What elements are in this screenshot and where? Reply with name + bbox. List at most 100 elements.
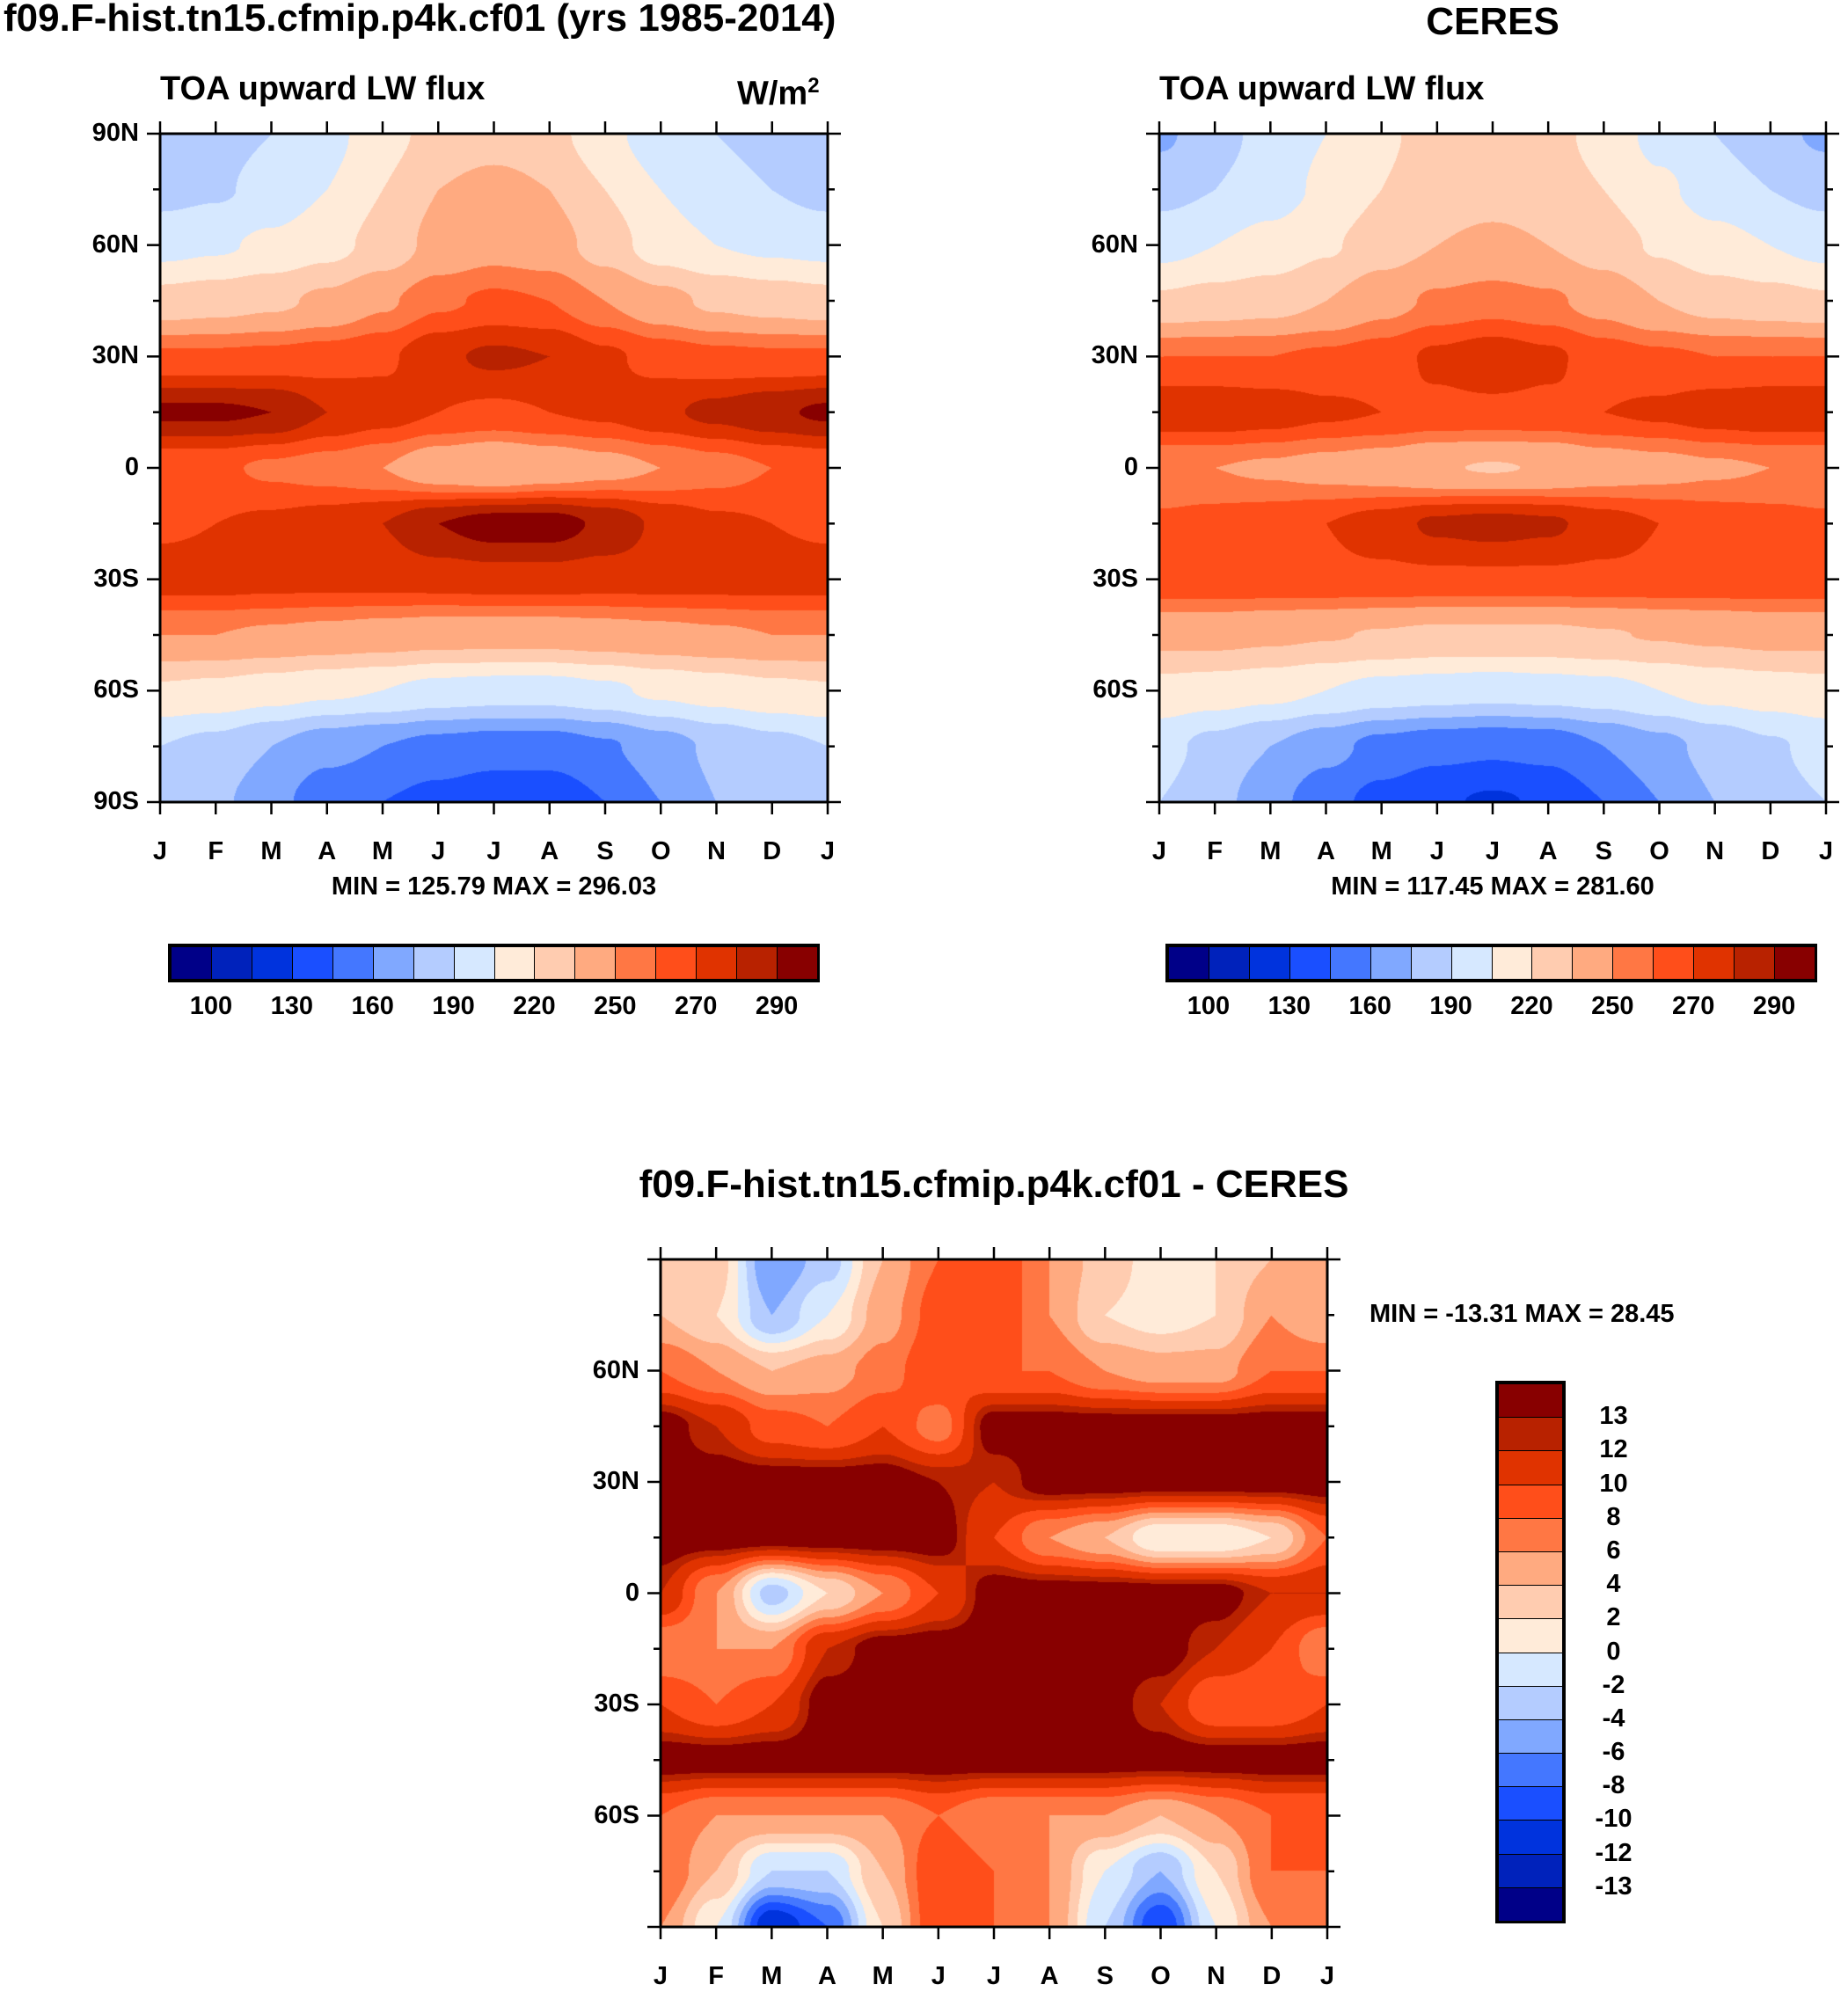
colorbar-swatch (1498, 1618, 1563, 1653)
ceres-heatmap-panel: J F M A M J J A S O N D J 60N 30N 0 30S 60S (1092, 121, 1839, 865)
x-tick-label: F (708, 1962, 725, 1990)
colorbar-label: -2 (1602, 1670, 1625, 1699)
colorbar-label: -6 (1602, 1738, 1625, 1767)
x-tick-label: A (1317, 837, 1335, 865)
y-tick-label: 30S (93, 564, 139, 593)
x-tick-label: J (152, 837, 168, 865)
colorbar-swatch (777, 946, 818, 980)
x-tick-label: D (763, 837, 782, 865)
plot-frame (158, 132, 829, 804)
colorbar-swatch (1498, 1753, 1563, 1788)
colorbar-label: 4 (1606, 1570, 1621, 1599)
colorbar-label: 290 (1752, 992, 1796, 1020)
x-tick-label: J (1485, 837, 1501, 865)
colorbar-label: -8 (1602, 1771, 1625, 1800)
y-tick-label: 60S (594, 1800, 639, 1829)
colorbar-swatch (736, 946, 778, 980)
colorbar-label: 220 (513, 992, 556, 1020)
y-tick-label: 0 (625, 1578, 639, 1607)
colorbar-label: 130 (1267, 992, 1311, 1020)
x-tick-label: O (650, 837, 671, 865)
x-tick-label: A (1538, 837, 1558, 865)
panel2-title: CERES (1426, 0, 1559, 43)
x-tick-label: A (318, 837, 337, 865)
colorbar-swatch (171, 946, 212, 980)
colorbar-swatch (1208, 946, 1250, 980)
colorbar-swatch (413, 946, 455, 980)
x-tick-label: F (1207, 837, 1223, 865)
x-tick-label: J (1818, 837, 1834, 865)
x-tick-label: J (1319, 1962, 1335, 1990)
colorbar-label: 13 (1599, 1402, 1628, 1431)
colorbar-label: 190 (432, 992, 475, 1020)
colorbar-swatch (1531, 946, 1574, 980)
x-tick-label: M (761, 1962, 783, 1990)
x-tick-label: M (872, 1962, 894, 1990)
colorbar-swatch (1450, 946, 1493, 980)
x-tick-label: M (260, 837, 282, 865)
colorbar-swatch (574, 946, 617, 980)
panel1-colorbar: 100 130 160 190 220 250 270 290 (168, 944, 820, 1020)
colorbar-swatch (493, 946, 536, 980)
panel3-colorbar: 13 12 10 8 6 4 2 0 -2 -4 -6 -8 -10 -12 -13 (1495, 1381, 1632, 1923)
colorbar-label: 100 (189, 992, 233, 1020)
colorbar-swatch (1498, 1652, 1563, 1687)
colorbar-swatch (1612, 946, 1654, 980)
x-tick-label: J (486, 837, 501, 865)
colorbar-swatch (1168, 946, 1209, 980)
y-tick-label: 60N (1091, 230, 1138, 259)
x-tick-label: A (540, 837, 559, 865)
colorbar-swatch (453, 946, 495, 980)
colorbar-label: 270 (674, 992, 718, 1020)
colorbar-label: 160 (351, 992, 394, 1020)
colorbar-label: -4 (1602, 1704, 1625, 1733)
colorbar-label: 0 (1606, 1637, 1621, 1666)
panel2-colorbar: 100 130 160 190 220 250 270 290 (1165, 944, 1817, 1020)
colorbar-swatch (1410, 946, 1452, 980)
colorbar-swatch (1498, 1886, 1563, 1922)
colorbar-swatch (696, 946, 738, 980)
colorbar-swatch (1370, 946, 1412, 980)
colorbar-swatch (1498, 1383, 1563, 1419)
y-tick-label: 60N (91, 230, 139, 259)
panel1-min-max: MIN = 125.79 MAX = 296.03 (331, 872, 657, 901)
colorbar-label: 130 (270, 992, 313, 1020)
colorbar-label: -10 (1595, 1805, 1633, 1834)
difference-heatmap-panel: J F M A M J J A S O N D J 60N 30N 0 30S 60S (593, 1247, 1340, 1990)
y-tick-label: 30N (592, 1467, 639, 1495)
colorbar-label: 160 (1348, 992, 1391, 1020)
y-tick-label: 30S (1092, 564, 1138, 593)
panel1-title: f09.F-hist.tn15.cfmip.p4k.cf01 (yrs 1985… (4, 0, 836, 40)
axes (147, 121, 841, 814)
heatmap-fill (1159, 134, 1826, 802)
heatmap-fill (661, 1259, 1327, 1927)
panel2-subtitle: TOA upward LW flux (1159, 70, 1485, 107)
x-tick-label: J (986, 1962, 1002, 1990)
y-tick-label: 30S (594, 1689, 639, 1718)
colorbar-swatch (655, 946, 698, 980)
colorbar-swatch (1248, 946, 1290, 980)
colorbar-swatch (615, 946, 657, 980)
x-tick-label: J (820, 837, 836, 865)
colorbar-label: 100 (1187, 992, 1231, 1020)
colorbar-swatch (1774, 946, 1815, 980)
colorbar-swatch (1653, 946, 1695, 980)
x-tick-label: S (596, 837, 614, 865)
y-tick-label: 60S (93, 675, 139, 704)
x-tick-label: O (1150, 1962, 1171, 1990)
colorbar-label: 250 (1591, 992, 1634, 1020)
x-tick-label: N (1706, 837, 1725, 865)
colorbar-swatch (1734, 946, 1776, 980)
x-tick-label: J (431, 837, 446, 865)
colorbar-swatch (1329, 946, 1371, 980)
y-tick-label: 30N (91, 341, 139, 370)
x-tick-label: N (707, 837, 726, 865)
y-tick-label: 30N (1091, 341, 1138, 370)
x-tick-label: S (1096, 1962, 1114, 1990)
x-tick-label: N (1207, 1962, 1226, 1990)
colorbar-swatch (1693, 946, 1735, 980)
axes (647, 1247, 1340, 1939)
colorbar-swatch (1498, 1517, 1563, 1552)
x-tick-label: A (818, 1962, 836, 1990)
x-tick-label: J (653, 1962, 668, 1990)
